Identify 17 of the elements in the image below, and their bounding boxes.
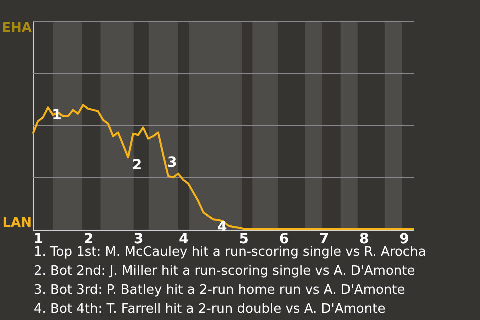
text: EHA [2, 21, 32, 36]
text: LAN [2, 216, 32, 231]
annotation: 3 [167, 155, 178, 172]
x-tick-label: 9 [400, 232, 410, 248]
text: 4. Bot 4th: T. Farrell hit a 2-run double vs A. D'Amonte [34, 302, 386, 317]
text: 3. Bot 3rd: P. Batley hit a 2-run home run vs A. D'Amonte [34, 283, 406, 298]
x-tick-label: 3 [134, 232, 144, 248]
text: 2. Bot 2nd: J. Miller hit a run-scoring single vs A. D'Amonte [34, 264, 416, 279]
x-tick-label: 8 [360, 232, 370, 248]
text: 1. Top 1st: M. McCauley hit a run-scoring single vs R. Arocha [34, 245, 426, 260]
x-tick-label: 4 [179, 232, 190, 248]
x-tick-label: 7 [319, 232, 330, 248]
x-tick-label: 1 [34, 232, 44, 248]
x-tick-label: 6 [279, 232, 290, 248]
x-tick-label: 5 [239, 232, 249, 248]
x-tick-label: 2 [84, 232, 94, 248]
annotation: 2 [132, 158, 142, 174]
